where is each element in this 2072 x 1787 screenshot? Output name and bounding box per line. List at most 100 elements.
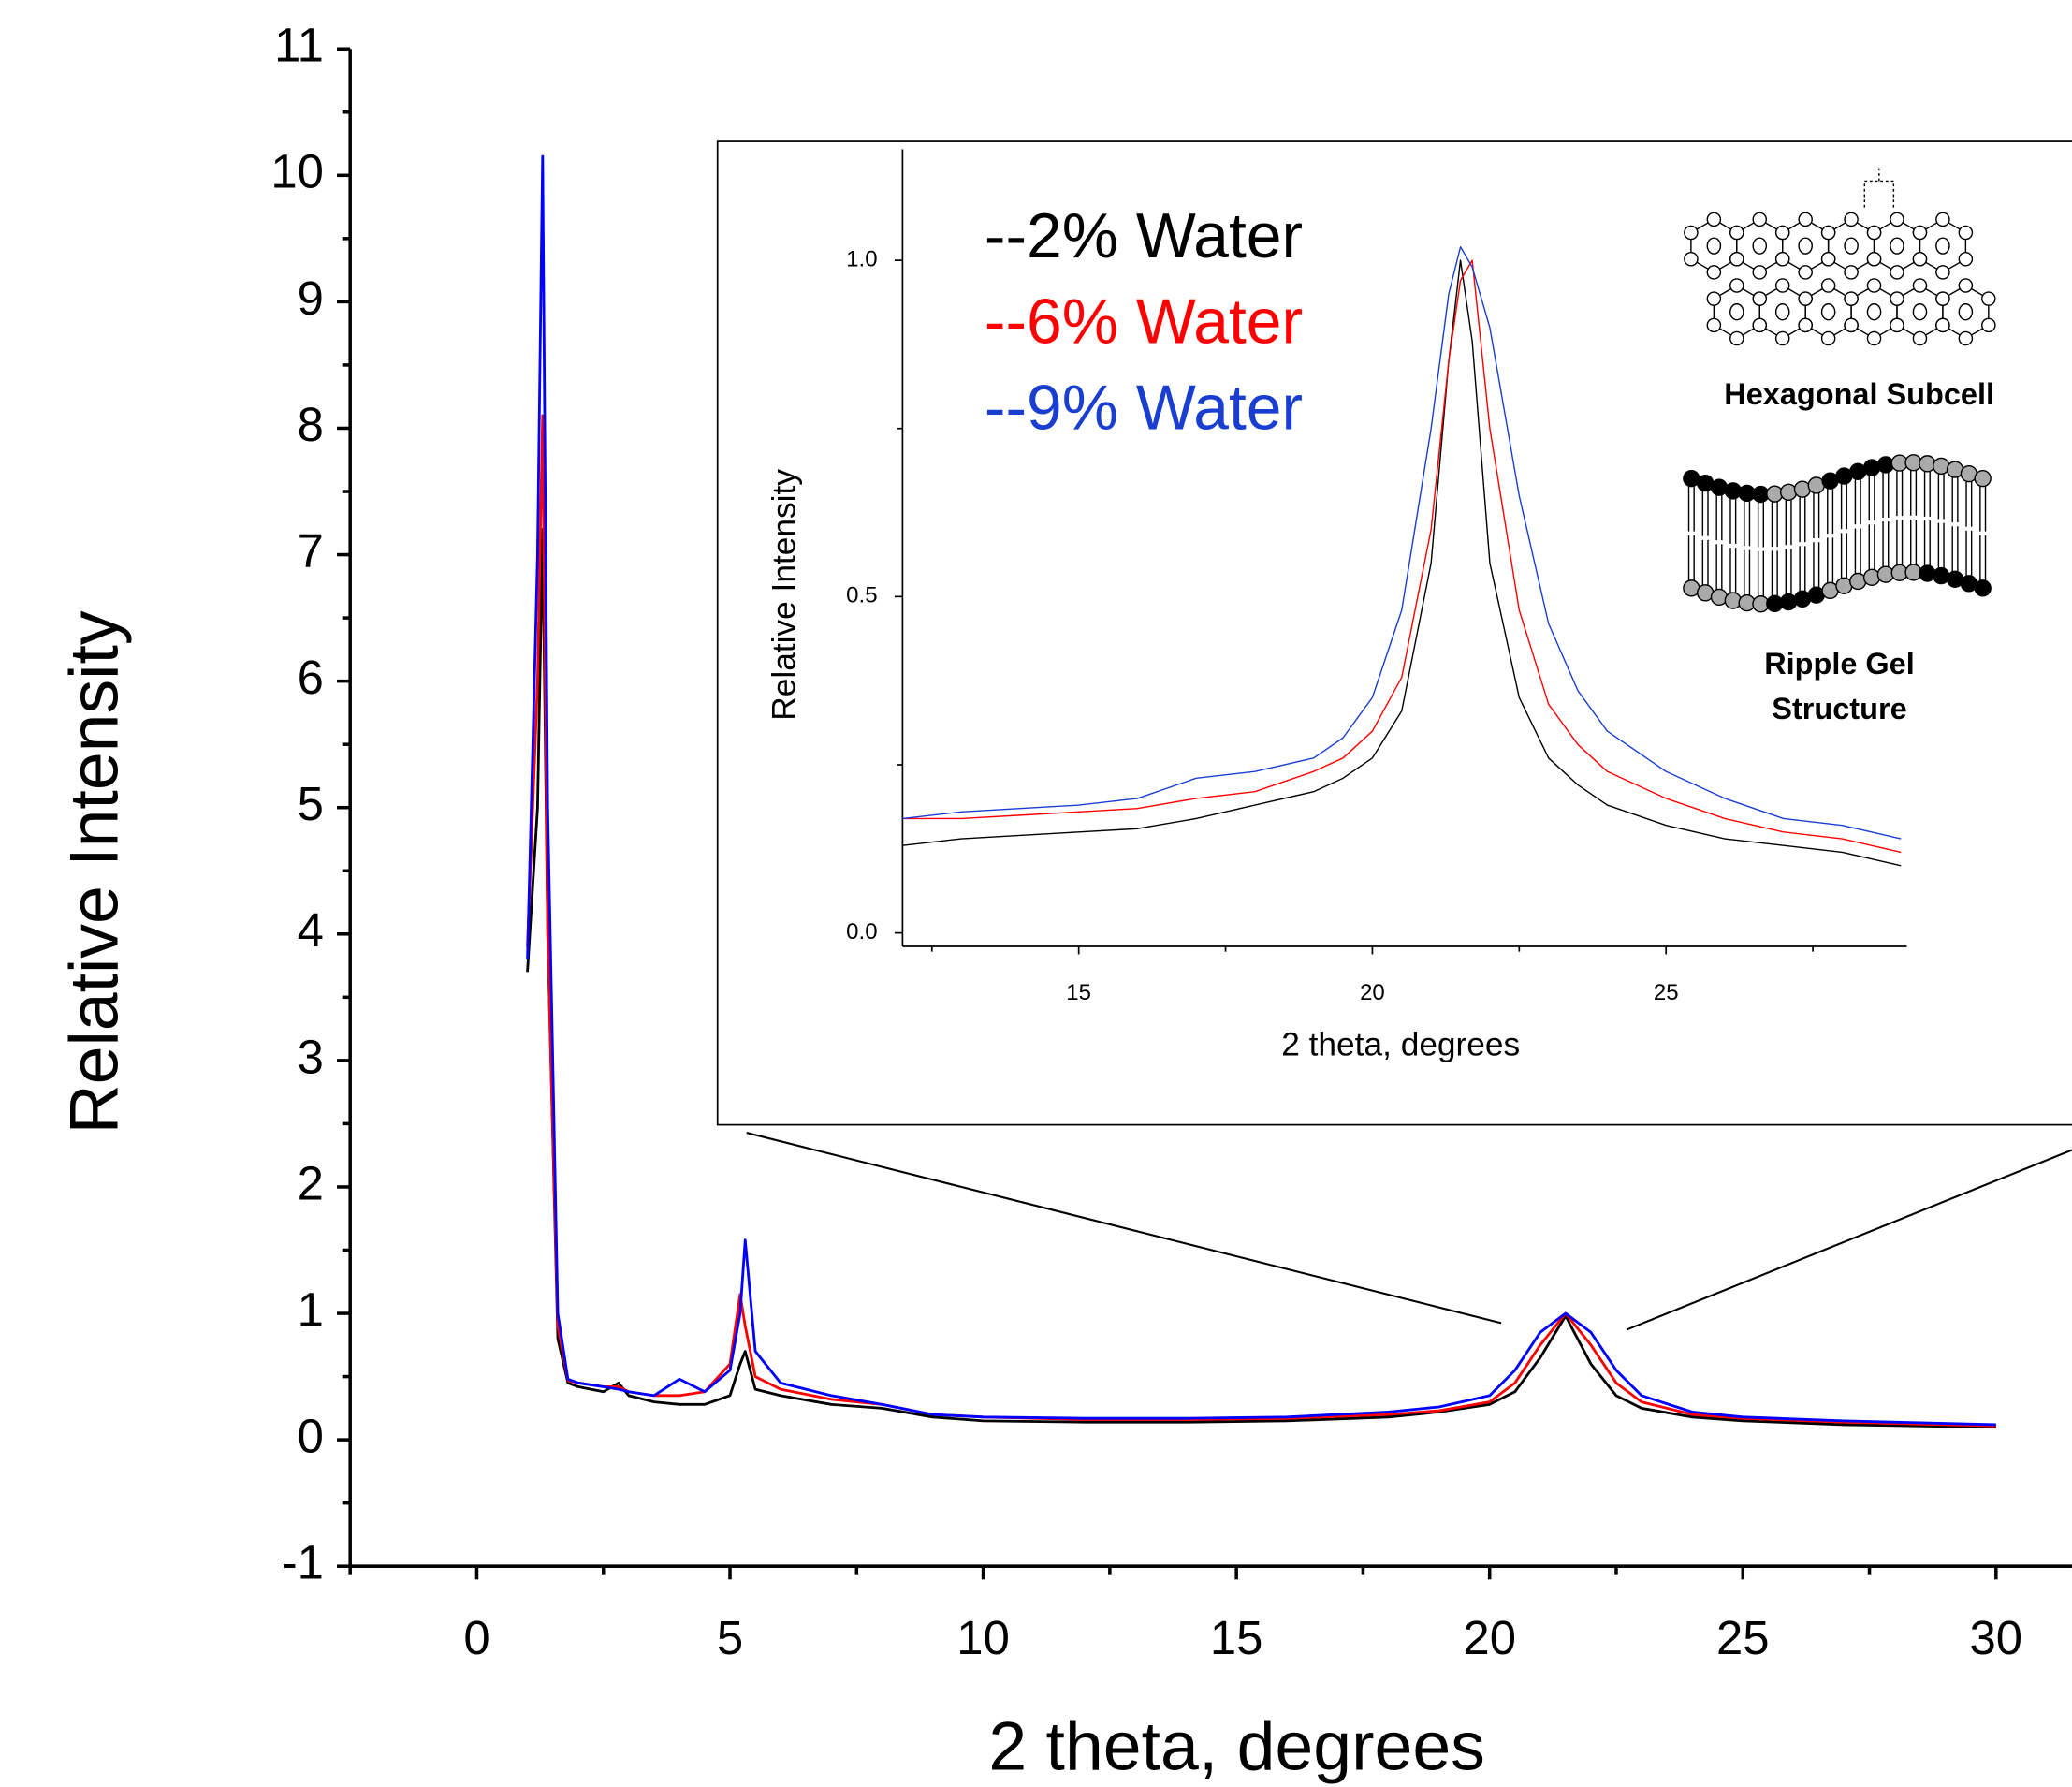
x-tick-label: 30 [1970,1611,2023,1664]
atom [1981,291,1996,306]
atom [1706,237,1722,255]
y-tick-label: 4 [298,903,324,957]
atom [1729,330,1744,346]
atom [1798,291,1813,306]
atom [1798,317,1813,333]
lipid-tail [1896,471,1904,565]
atom [1752,237,1768,255]
atom [1820,251,1836,267]
lipid-head [1919,455,1936,473]
atom [1729,225,1744,241]
atom [1752,291,1768,306]
atom [1890,265,1904,280]
lipid-tail [1965,481,1973,576]
atom [1890,317,1904,333]
lipid-tail [1771,502,1778,596]
zoom-line [746,1132,1502,1325]
atom [1912,303,1928,321]
lipid-tail [1744,501,1751,595]
legend-entry: --6% Water [985,287,1303,358]
lipid-tail [1882,472,1890,567]
atom [1844,212,1859,227]
lipid-tail [1757,502,1765,596]
lipid-head [1919,564,1936,582]
zoom-line [1626,1149,2072,1331]
y-tick-label: 2 [298,1156,324,1209]
lipid-head [1862,459,1881,476]
atom [1820,330,1836,346]
atom [1820,278,1836,293]
y-tick-label: 0.0 [846,919,877,945]
atom [1890,212,1904,227]
atom [1729,303,1744,321]
data-line [526,154,1996,1427]
atom [1684,225,1699,241]
y-tick-label: 1 [298,1282,324,1336]
atom [1912,278,1928,293]
atom [1935,212,1950,227]
y-tick-label: 0 [298,1410,324,1463]
annotation: Hexagonal Subcell [1724,377,1994,411]
atom [1958,303,1974,321]
y-tick-label: 1.0 [846,246,877,271]
y-axis-title: Relative Intensity [766,469,802,721]
atom [1844,237,1859,255]
x-tick-label: 10 [956,1611,1010,1664]
lipid-tail [1868,476,1875,570]
atom [1774,251,1790,267]
lipid-tail [1799,497,1806,592]
data-line [902,259,1902,854]
data-line [526,528,1996,1429]
legend-entry: --2% Water [985,201,1303,271]
annotation: Structure [1772,692,1906,725]
atom [1774,330,1790,346]
legend-entry: --9% Water [985,373,1303,443]
x-tick-label: 20 [1463,1611,1516,1664]
atom [1866,330,1882,346]
y-tick-label: 10 [270,145,324,198]
y-tick-label: 6 [298,651,324,704]
atom [1935,317,1950,333]
atom [1774,303,1790,321]
lipid-tail [1813,492,1820,588]
atom [1935,237,1950,255]
lipid-head [1724,592,1742,609]
lipid-tail [1937,474,1945,568]
y-tick-label: 8 [298,398,324,451]
lipid-tail [1910,470,1918,564]
atom [1706,265,1722,280]
atom [1981,317,1996,333]
atom [1729,278,1744,293]
atom [1706,212,1722,227]
x-tick-label: 25 [1716,1611,1770,1664]
lipid-tail [1687,486,1695,580]
atom [1798,212,1813,227]
lipid-head [1779,483,1798,501]
x-tick-label: 20 [1360,980,1385,1005]
y-tick-label: -1 [282,1536,324,1589]
ripple-gel-diagram [1683,454,1992,613]
atom [1752,317,1768,333]
lipid-tail [1729,498,1737,593]
atom [1798,237,1813,255]
x-tick-label: 15 [1210,1611,1263,1664]
atom [1890,237,1904,255]
atom [1752,212,1768,227]
atom [1912,330,1928,346]
atom [1820,225,1836,241]
lipid-tail [1854,479,1861,574]
atom [1706,291,1722,306]
y-tick-label: 0.5 [846,583,877,608]
atom [1890,291,1904,306]
lipid-tail [1951,477,1959,572]
atom [1844,317,1859,333]
y-tick-label: 5 [298,777,324,830]
atom [1774,225,1790,241]
lipid-head [1779,593,1798,611]
atom [1798,265,1813,280]
atom [1844,265,1859,280]
y-tick-label: 11 [274,19,324,72]
atom [1729,251,1744,267]
lipid-tail [1923,471,1931,566]
